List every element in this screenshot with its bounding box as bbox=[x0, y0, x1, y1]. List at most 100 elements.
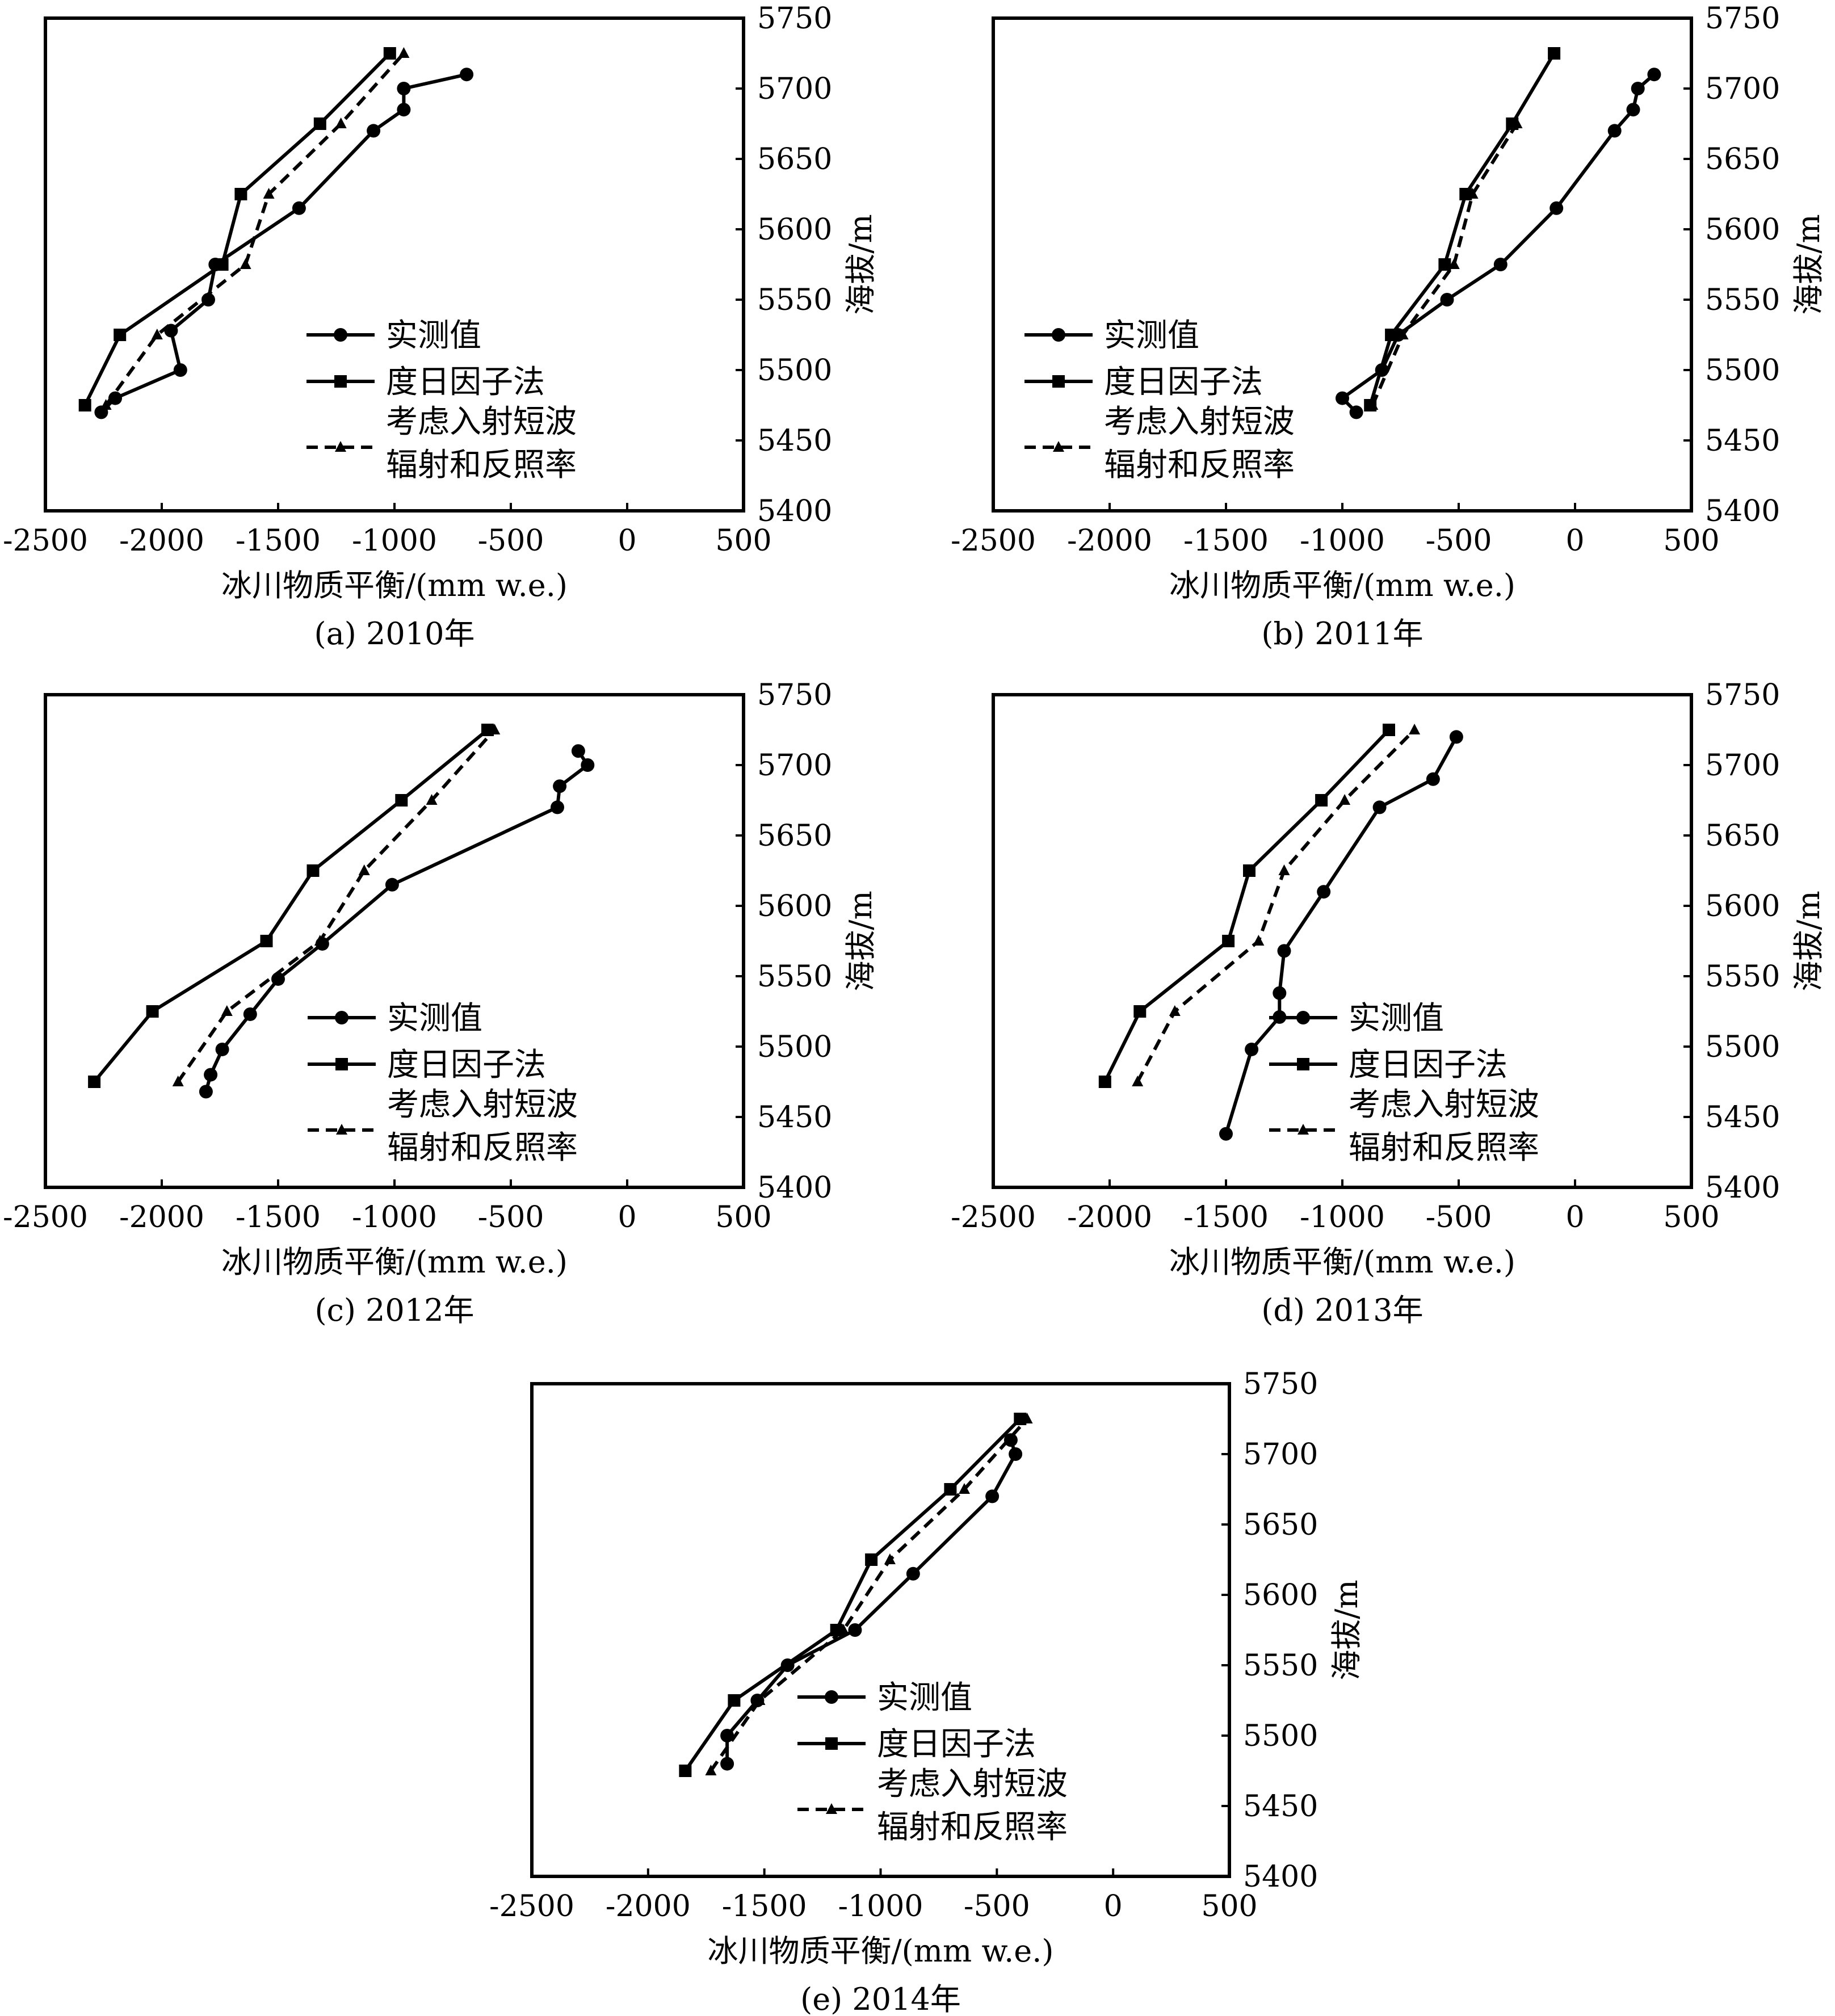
y-tick-label: 5550 bbox=[1705, 283, 1780, 317]
x-tick-label: -1000 bbox=[838, 1889, 923, 1923]
y-axis-label: 海拔/m bbox=[843, 891, 879, 991]
data-point-square bbox=[260, 935, 273, 947]
data-point-circle bbox=[108, 391, 122, 405]
legend-marker-square bbox=[334, 375, 347, 388]
data-point-square bbox=[728, 1694, 741, 1707]
x-tick-label: -2000 bbox=[1067, 1200, 1152, 1234]
y-tick-label: 5500 bbox=[1243, 1719, 1318, 1753]
y-axis-label: 海拔/m bbox=[1329, 1580, 1364, 1680]
data-point-circle bbox=[385, 877, 399, 892]
y-tick-label: 5750 bbox=[757, 2, 832, 36]
legend-marker-square bbox=[335, 1058, 348, 1070]
data-point-square bbox=[1243, 864, 1255, 877]
data-point-circle bbox=[720, 1729, 734, 1742]
y-tick-label: 5450 bbox=[1705, 424, 1780, 458]
y-tick-label: 5450 bbox=[757, 424, 832, 458]
data-point-circle bbox=[1273, 986, 1287, 1000]
x-tick-label: -500 bbox=[1426, 1200, 1492, 1234]
x-tick-label: -500 bbox=[478, 524, 544, 558]
x-tick-label: -1000 bbox=[352, 1200, 437, 1234]
y-tick-label: 5450 bbox=[1243, 1790, 1318, 1824]
y-tick-label: 5700 bbox=[757, 72, 832, 106]
legend-marker-triangle bbox=[1297, 1124, 1309, 1135]
legend-marker-triangle bbox=[336, 1124, 347, 1135]
data-point-circle bbox=[292, 201, 306, 215]
y-tick-label: 5500 bbox=[757, 354, 832, 388]
data-point-triangle bbox=[1169, 1005, 1181, 1016]
data-point-triangle bbox=[1467, 188, 1479, 199]
y-axis-label: 海拔/m bbox=[1791, 214, 1826, 314]
y-tick-label: 5700 bbox=[1243, 1438, 1318, 1472]
data-point-triangle bbox=[754, 1694, 766, 1705]
legend-label: 实测值 bbox=[1104, 317, 1199, 354]
legend-label: 度日因子法 bbox=[877, 1726, 1036, 1763]
x-tick-label: -1000 bbox=[1300, 1200, 1385, 1234]
data-point-square bbox=[865, 1553, 878, 1566]
x-tick-label: -2000 bbox=[119, 524, 204, 558]
x-tick-label: -1500 bbox=[1183, 524, 1269, 558]
y-tick-label: 5450 bbox=[1705, 1101, 1780, 1135]
data-point-circle bbox=[720, 1757, 734, 1771]
x-tick-label: 0 bbox=[1565, 1200, 1584, 1234]
legend-marker-circle bbox=[1052, 328, 1065, 342]
series-triangle bbox=[100, 47, 410, 410]
data-point-triangle bbox=[1448, 258, 1460, 269]
x-tick-label: 0 bbox=[618, 524, 636, 558]
data-point-triangle bbox=[1278, 864, 1290, 875]
legend-label: 考虑入射短波 bbox=[877, 1766, 1068, 1803]
y-tick-label: 5400 bbox=[757, 494, 832, 528]
y-tick-label: 5750 bbox=[1705, 2, 1780, 36]
data-point-circle bbox=[1449, 730, 1463, 744]
plot-frame bbox=[992, 693, 1693, 1189]
legend-label: 实测值 bbox=[387, 1000, 482, 1037]
legend-marker-square bbox=[1052, 375, 1065, 388]
x-tick-label: 500 bbox=[715, 524, 771, 558]
y-tick-label: 5600 bbox=[757, 213, 832, 247]
y-tick-label: 5400 bbox=[757, 1171, 832, 1205]
legend-label: 辐射和反照率 bbox=[1104, 447, 1295, 484]
data-point-triangle bbox=[1367, 399, 1379, 410]
legend-marker-triangle bbox=[335, 441, 346, 452]
y-tick-label: 5550 bbox=[757, 960, 832, 994]
data-point-triangle bbox=[705, 1765, 717, 1775]
y-tick-label: 5750 bbox=[1243, 1367, 1318, 1401]
data-point-triangle bbox=[221, 1005, 233, 1016]
data-point-triangle bbox=[426, 794, 438, 805]
series-square bbox=[1364, 47, 1561, 411]
x-axis-label: 冰川物质平衡/(mm w.e.) bbox=[707, 1933, 1053, 1969]
series-line bbox=[709, 1418, 1028, 1772]
data-point-square bbox=[78, 399, 91, 411]
data-point-circle bbox=[985, 1489, 1000, 1503]
series-line bbox=[177, 729, 496, 1083]
data-point-circle bbox=[1245, 1042, 1259, 1056]
data-point-triangle bbox=[240, 258, 251, 269]
data-point-triangle bbox=[1021, 1413, 1033, 1423]
data-point-triangle bbox=[1511, 117, 1523, 128]
data-point-circle bbox=[1277, 944, 1291, 958]
x-tick-label: -2500 bbox=[3, 1200, 88, 1234]
legend-label: 实测值 bbox=[1349, 1000, 1444, 1037]
x-tick-label: 500 bbox=[715, 1200, 771, 1234]
data-point-circle bbox=[848, 1623, 862, 1637]
series-triangle bbox=[1132, 724, 1421, 1086]
y-tick-label: 5500 bbox=[1705, 354, 1780, 388]
data-point-square bbox=[1548, 47, 1561, 60]
data-point-circle bbox=[173, 363, 187, 377]
data-point-triangle bbox=[314, 935, 326, 946]
series-line bbox=[93, 728, 489, 1083]
y-tick-label: 5600 bbox=[1243, 1578, 1318, 1612]
data-point-circle bbox=[1317, 885, 1331, 899]
legend-label: 度日因子法 bbox=[1349, 1047, 1508, 1083]
series-square bbox=[78, 47, 396, 411]
y-tick-label: 5750 bbox=[1705, 678, 1780, 712]
data-point-triangle bbox=[1253, 935, 1265, 946]
legend-label: 考虑入射短波 bbox=[386, 404, 577, 440]
series-line bbox=[83, 52, 391, 406]
legend-label: 度日因子法 bbox=[1104, 364, 1263, 401]
data-point-square bbox=[114, 329, 127, 341]
data-point-square bbox=[216, 258, 229, 271]
